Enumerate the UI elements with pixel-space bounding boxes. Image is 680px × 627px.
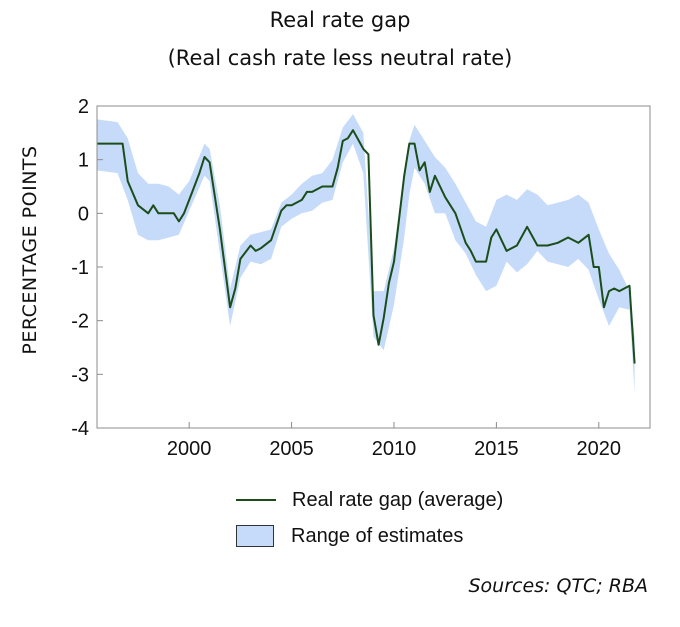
legend: Real rate gap (average) Range of estimat… <box>236 482 503 554</box>
y-tick-label: -3 <box>71 364 89 386</box>
y-tick-label: 2 <box>78 96 89 118</box>
range-band <box>97 114 635 394</box>
y-tick-label: 1 <box>78 150 89 172</box>
y-tick-label: -4 <box>71 418 89 440</box>
legend-label-range: Range of estimates <box>291 524 464 547</box>
chart-subtitle: (Real cash rate less neutral rate) <box>167 46 513 70</box>
sources-note: Sources: QTC; RBA <box>468 575 648 597</box>
x-tick-label: 2015 <box>474 438 519 460</box>
x-tick-label: 2010 <box>372 438 417 460</box>
average-line <box>97 129 636 364</box>
x-tick-label: 2005 <box>269 438 314 460</box>
legend-item-range: Range of estimates <box>236 518 503 554</box>
y-tick-label: 0 <box>78 203 89 225</box>
y-tick-label: -2 <box>71 311 89 333</box>
legend-line-swatch <box>236 499 276 501</box>
x-tick-label: 2020 <box>577 438 622 460</box>
chart-svg: -4 -3 -2 -1 0 1 2 2000 2005 2010 2015 2020 <box>71 96 651 460</box>
chart-title: Real rate gap <box>269 8 411 32</box>
legend-item-average: Real rate gap (average) <box>236 482 503 518</box>
plot-frame <box>96 105 651 429</box>
y-tick-label: -1 <box>71 257 89 279</box>
legend-band-swatch <box>236 525 274 547</box>
x-tick-label: 2000 <box>167 438 212 460</box>
legend-label-average: Real rate gap (average) <box>292 488 504 511</box>
